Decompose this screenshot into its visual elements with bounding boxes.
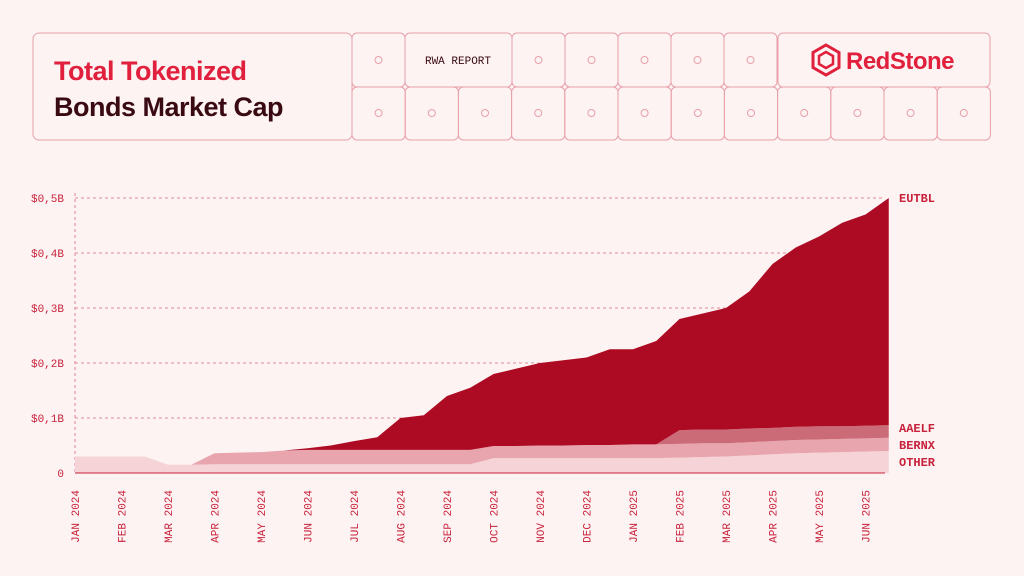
cell-dot [587,109,596,117]
y-tick-label: $0,3B [31,304,64,316]
title-line2: Bonds Market Cap [54,92,283,122]
x-tick-label: JAN 2024 [71,490,83,543]
legend-label: BERNX [899,439,936,453]
area [75,425,889,465]
cell [617,32,672,88]
x-tick-label: MAY 2024 [257,490,269,543]
cell [511,32,566,88]
x-tick-label: JUL 2024 [350,490,362,543]
cell [351,86,406,141]
cell-dot [746,56,755,64]
cell-dot [534,56,543,64]
cell [670,32,725,88]
x-tick-label: SEP 2024 [443,490,455,543]
header: Total Tokenized Bonds Market Cap RWA REP… [32,32,991,141]
cell [723,86,779,141]
y-tick-label: $0,1B [31,414,64,426]
legend-label: EUTBL [899,192,935,206]
x-tick-label: JAN 2025 [629,490,641,543]
x-tick-label: APR 2025 [769,490,781,543]
brand-logo [811,43,841,77]
x-tick-label: FEB 2025 [676,490,688,543]
cell-dot [640,56,649,64]
x-tick-label: DEC 2024 [583,490,595,543]
x-tick-label: OCT 2024 [490,490,502,543]
title-box [32,32,353,141]
cell-dot [800,109,809,117]
cell [723,32,778,88]
cell-dot [640,109,649,117]
cell-dot [906,109,915,117]
legend-label: AAELF [899,422,935,436]
cell [457,86,513,141]
x-tick-label: APR 2024 [211,490,223,543]
cell [351,32,406,88]
cell [883,86,938,141]
cell [936,86,991,141]
tag: RWA REPORT [425,56,491,68]
cell-dot [693,56,702,64]
cell [777,86,832,141]
cell-dot [747,109,755,117]
x-tick-label: MAY 2025 [815,490,827,543]
y-tick-label: $0,5B [31,194,64,206]
cell-dot [534,109,543,117]
area [75,198,889,465]
cell-dot [481,109,489,117]
x-tick-label: NOV 2024 [536,490,548,543]
plot: 0 $0,1B $0,2B $0,3B $0,4B $0,5B OTHER BERNX AAEL… [31,192,936,543]
cell [404,86,459,141]
cell [830,86,885,141]
legend-label: OTHER [899,456,936,470]
area [75,451,889,473]
cell [564,32,619,88]
cell [670,86,725,141]
brand-box [777,32,991,88]
y-tick-label: $0,4B [31,249,64,261]
cell-dot [374,109,383,117]
x-tick-label: JUN 2024 [304,490,316,543]
cell [511,86,566,141]
x-tick-label: FEB 2024 [118,490,130,543]
brand: RedStone [846,48,954,75]
y-tick-label: $0,2B [31,359,64,371]
x-tick-label: MAR 2025 [722,490,734,543]
x-tick-label: MAR 2024 [164,490,176,543]
cell [564,86,619,141]
cell-dot [374,56,383,64]
cell-dot [959,109,968,117]
cell-dot [853,109,862,117]
title-line1: Total Tokenized [54,56,247,86]
x-tick-label: JUN 2025 [862,490,874,543]
cell-dot [427,109,436,117]
y-tick-label: 0 [57,469,64,481]
cell-dot [693,109,702,117]
cell [617,86,672,141]
cell-dot [587,56,596,64]
area [75,437,889,465]
x-tick-label: AUG 2024 [397,490,409,543]
